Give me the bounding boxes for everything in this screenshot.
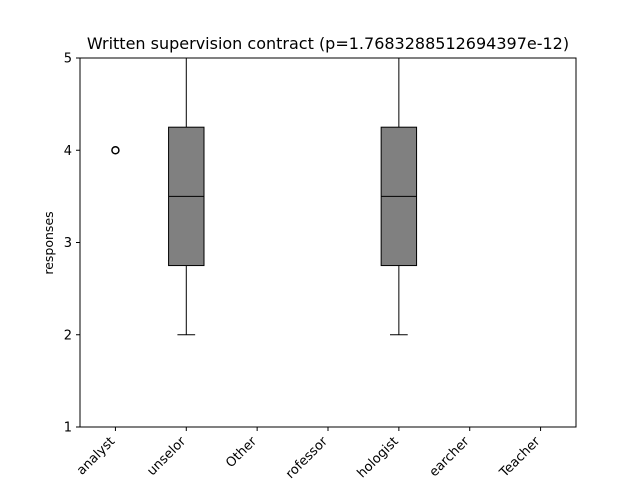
- boxes-layer: [97, 57, 559, 336]
- x-tick-label: unselor: [144, 434, 189, 479]
- plot-frame: [79, 57, 577, 428]
- x-tick-label: analyst: [74, 434, 118, 478]
- y-tick-label: 3: [64, 236, 72, 251]
- x-tick-label: hologist: [355, 434, 402, 480]
- axis-ticks-layer: analyst unselor Other rofessor hologist earch…: [64, 52, 544, 480]
- box-1: [97, 57, 134, 155]
- box-2: [168, 57, 205, 336]
- x-tick-label: Teacher: [496, 434, 543, 480]
- x-tick-label: rofessor: [283, 434, 331, 480]
- chart-title: Written supervision contract (p=1.768328…: [87, 34, 569, 53]
- y-tick-label: 2: [64, 328, 72, 343]
- y-tick-label: 1: [64, 421, 72, 436]
- outlier-point: [111, 146, 120, 155]
- y-tick-label: 4: [64, 144, 72, 159]
- box-5: [380, 57, 418, 336]
- y-axis-label: responses: [41, 211, 56, 274]
- x-tick-label: earcher: [427, 434, 473, 480]
- x-tick-label: Other: [223, 434, 260, 471]
- y-tick-label: 5: [64, 52, 72, 67]
